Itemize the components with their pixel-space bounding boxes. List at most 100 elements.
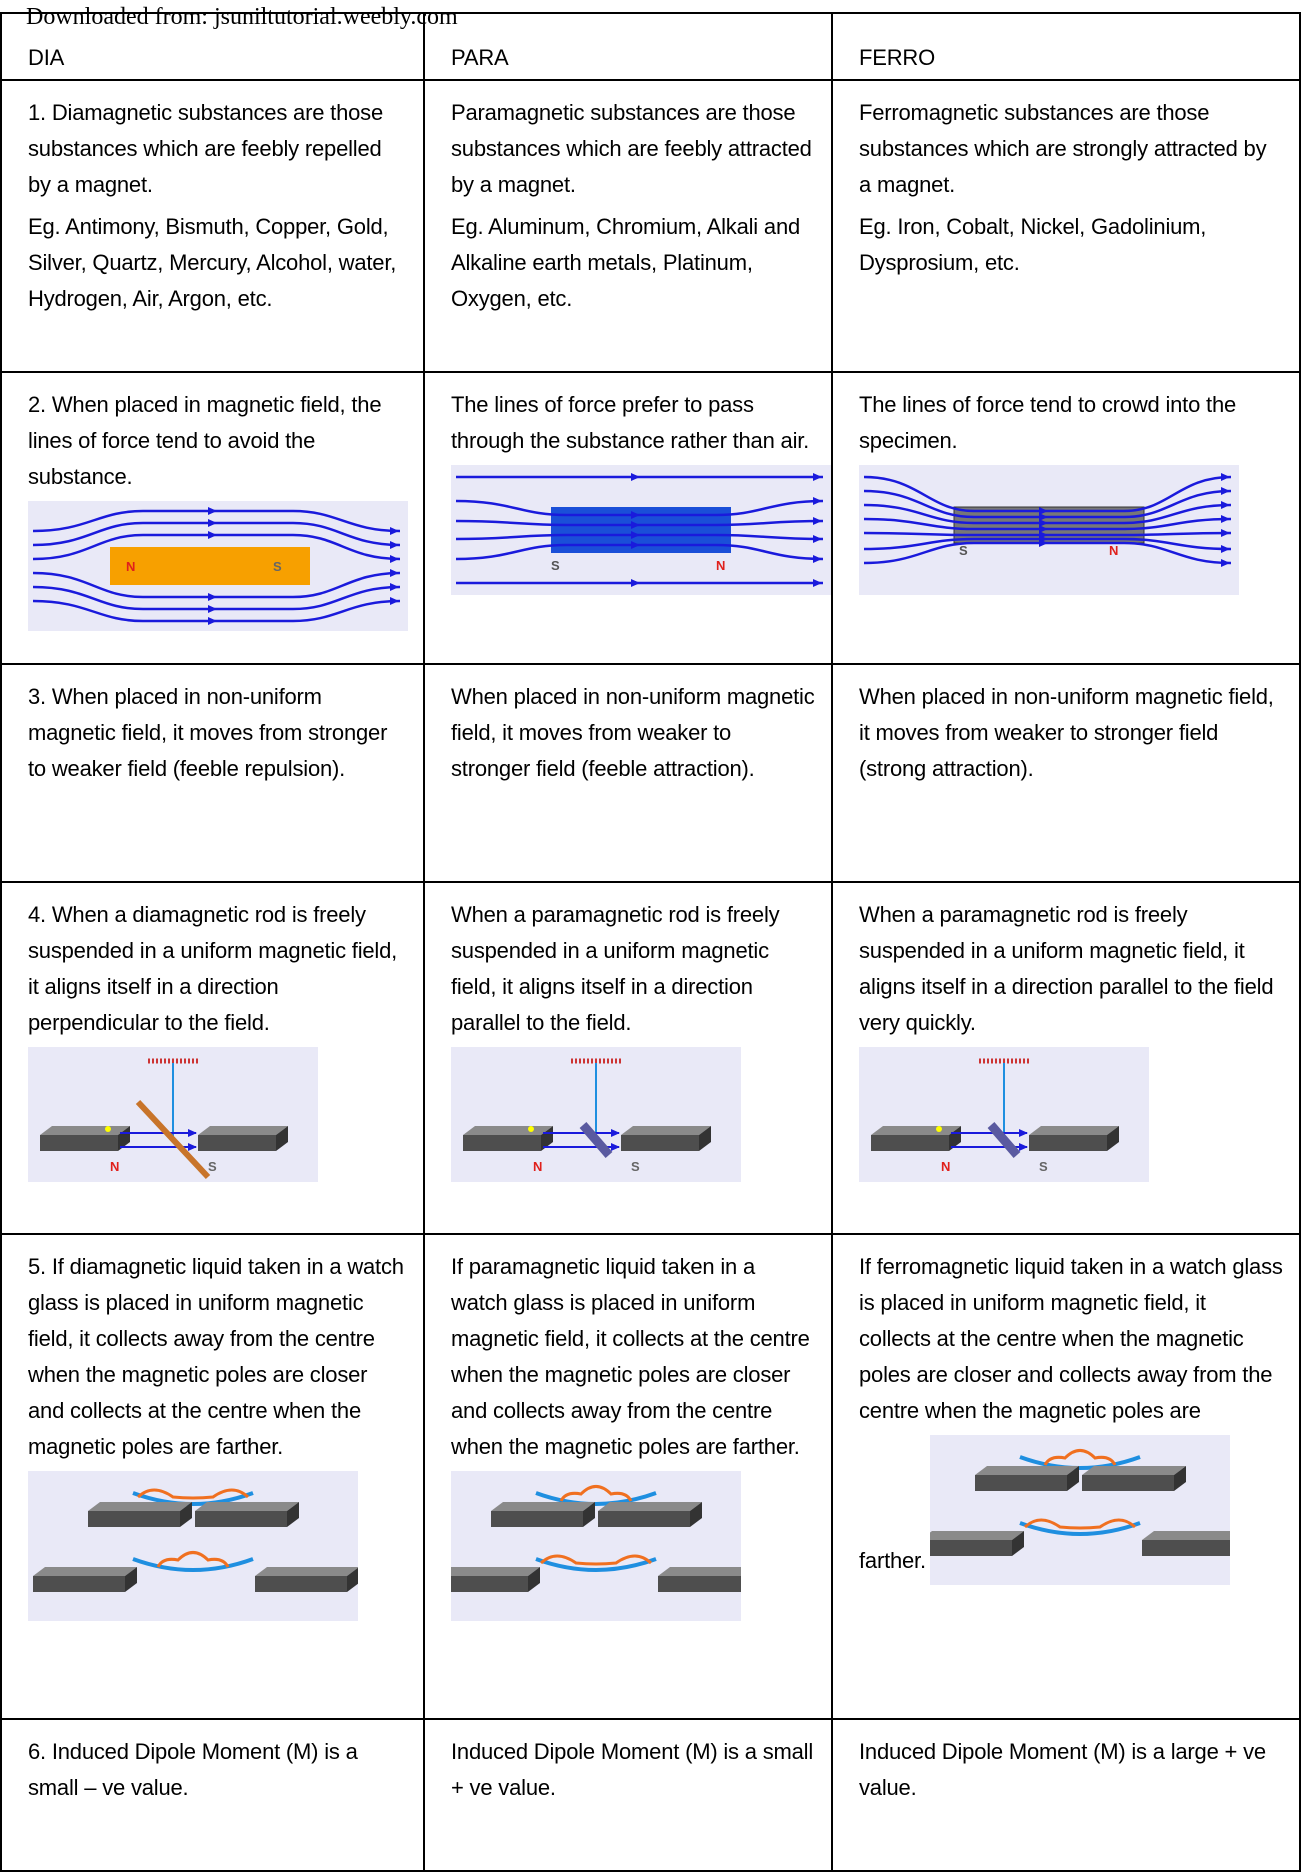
table-cell: 1. Diamagnetic substances are those subs…	[0, 81, 425, 373]
figure-shape	[195, 1502, 299, 1511]
figure-shape	[135, 1099, 211, 1180]
cell-text: 4. When a diamagnetic rod is freely susp…	[28, 902, 398, 1035]
figure-shape	[451, 1471, 741, 1621]
figure-shape	[455, 499, 824, 517]
pole-label: S	[1039, 1159, 1048, 1174]
figure-shape	[583, 1502, 595, 1527]
figure-shape	[631, 511, 640, 519]
figure-shape	[863, 541, 1232, 565]
figure-shape	[1221, 501, 1230, 509]
figure-shape	[863, 489, 1232, 519]
pole-label: N	[533, 1159, 542, 1174]
figure	[28, 1471, 407, 1621]
figure-shape	[535, 1491, 657, 1506]
figure-shape	[287, 1502, 299, 1527]
figure-shape	[863, 531, 1232, 537]
figure-shape	[1221, 487, 1230, 495]
figure-shape	[1019, 1455, 1141, 1470]
figure-shape	[598, 1502, 702, 1511]
figure-shape	[535, 1557, 657, 1572]
figure-shape	[813, 473, 822, 481]
cell-text: When placed in non-uniform magnetic fiel…	[451, 684, 815, 781]
figure-shape	[491, 1511, 583, 1527]
figure-shape	[110, 547, 310, 585]
figure-shape	[1029, 1126, 1119, 1135]
table-cell: When a paramagnetic rod is freely suspen…	[425, 883, 833, 1235]
figure-shape	[1039, 513, 1048, 521]
cell-text: 1. Diamagnetic substances are those subs…	[28, 100, 383, 197]
figure-shape	[1221, 559, 1230, 567]
figure-shape	[974, 1475, 1067, 1491]
figure-shape	[33, 1567, 137, 1576]
pole-label: S	[551, 558, 560, 573]
figure-shape	[198, 1135, 276, 1151]
figure-shape	[1019, 1129, 1028, 1137]
figure-shape	[621, 1135, 699, 1151]
pole-label: S	[631, 1159, 640, 1174]
figure-shape	[974, 1466, 1079, 1475]
figure-shape	[631, 579, 640, 587]
table-cell: Ferromagnetic substances are those subst…	[833, 81, 1301, 373]
cell-text: Paramagnetic substances are those substa…	[451, 100, 812, 197]
figure-shape	[863, 537, 1232, 551]
cell-text: When a paramagnetic rod is freely suspen…	[451, 902, 780, 1035]
figure-shape	[125, 1567, 137, 1592]
figure-shape	[455, 533, 824, 541]
figure-shape	[1141, 1531, 1230, 1540]
cell-text: When placed in non-uniform magnetic fiel…	[859, 684, 1274, 781]
figure-shape	[208, 507, 217, 515]
table-cell: When placed in non-uniform magnetic fiel…	[833, 665, 1301, 883]
figure-shape	[390, 583, 399, 591]
table-cell: When a paramagnetic rod is freely suspen…	[833, 883, 1301, 1235]
figure-shape	[871, 1126, 961, 1135]
table-cell: 3. When placed in non-uniform magnetic f…	[0, 665, 425, 883]
figure-shape	[136, 1488, 250, 1500]
figure-shape	[32, 509, 401, 533]
figure-shape	[188, 1143, 197, 1151]
figure-shape	[455, 543, 824, 561]
figure-shape	[813, 497, 822, 505]
figure-shape	[871, 1135, 949, 1151]
figure-shape	[1066, 1466, 1079, 1491]
figure-shape	[528, 1126, 534, 1132]
figure-shape	[631, 531, 640, 539]
figure-shape	[33, 1576, 125, 1592]
figure-row: farther.	[859, 1435, 1283, 1585]
figure-shape	[1019, 1143, 1028, 1151]
figure-shape	[28, 1471, 358, 1621]
figure-shape	[390, 541, 399, 549]
figure-shape	[631, 521, 640, 529]
figure-shape	[631, 473, 640, 481]
cell-text: Induced Dipole Moment (M) is a small + v…	[451, 1739, 814, 1800]
figure-shape	[195, 1511, 287, 1527]
pole-label: S	[208, 1159, 217, 1174]
table-cell: The lines of force tend to crowd into th…	[833, 373, 1301, 665]
table-cell: 4. When a diamagnetic rod is freely susp…	[0, 883, 425, 1235]
figure-shape	[347, 1567, 358, 1592]
figure-shape	[451, 1471, 741, 1621]
cell-text: If paramagnetic liquid taken in a watch …	[451, 1254, 810, 1459]
figure-shape	[528, 1567, 540, 1592]
figure-shape	[198, 1126, 288, 1135]
figure-shape	[390, 569, 399, 577]
figure-shape	[813, 555, 822, 563]
figure-shape	[1019, 1521, 1141, 1536]
figure-shape	[463, 1135, 541, 1151]
table-cell: The lines of force prefer to pass throug…	[425, 373, 833, 665]
figure-shape	[1221, 515, 1230, 523]
header-cell: DIA	[0, 12, 425, 81]
figure-shape	[1081, 1475, 1174, 1491]
figure-shape	[1221, 473, 1230, 481]
table-cell: 5. If diamagnetic liquid taken in a watc…	[0, 1235, 425, 1720]
watermark: Downloaded from: jsuniltutorial.weebly.c…	[26, 4, 458, 30]
figure-shape	[1039, 525, 1048, 533]
figure-shape	[180, 1502, 192, 1527]
figure-shape	[32, 521, 401, 547]
figure-shape	[390, 597, 399, 605]
figure-shape	[1141, 1540, 1230, 1556]
